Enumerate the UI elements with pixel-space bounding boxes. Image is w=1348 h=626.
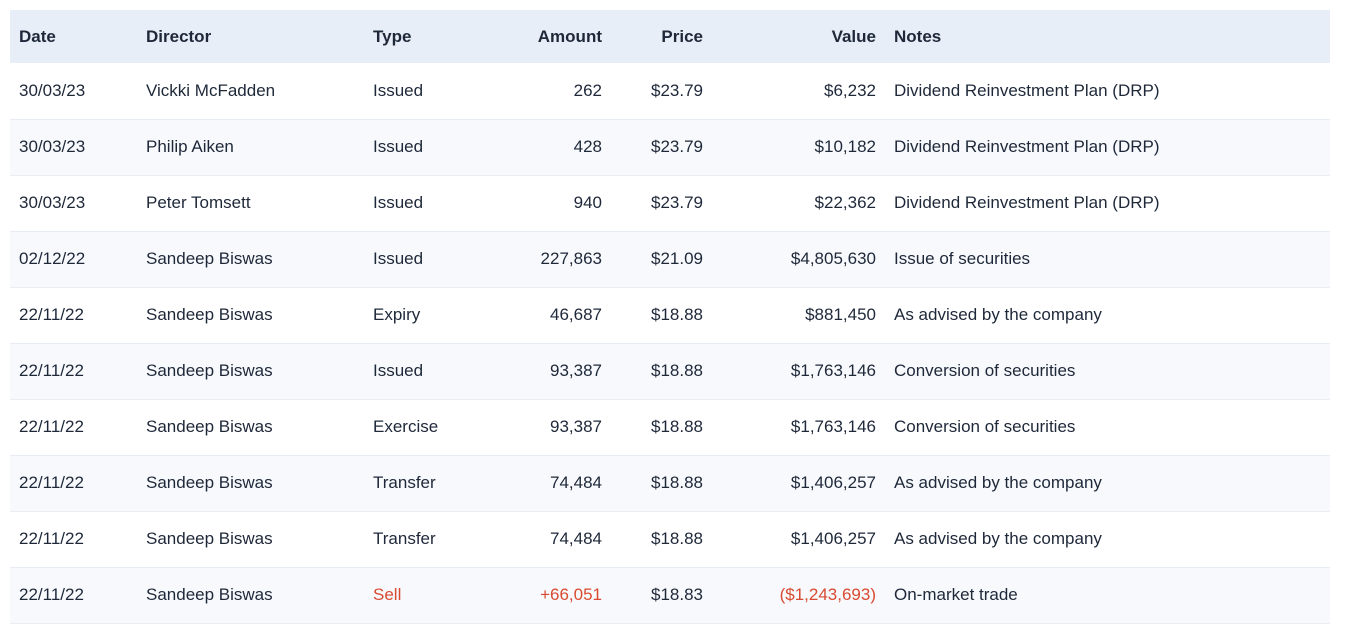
header-director: Director: [137, 10, 364, 63]
cell-value: $1,406,257: [712, 455, 885, 512]
cell-date: 22/11/22: [10, 399, 137, 456]
cell-value: $1,763,146: [712, 343, 885, 400]
cell-type: Issued: [364, 119, 474, 176]
cell-date: 22/11/22: [10, 511, 137, 568]
table-row: 30/03/23 Philip Aiken Issued 428 $23.79 …: [10, 119, 1330, 176]
cell-notes: On-market trade: [885, 567, 1330, 624]
table-row-sell: 22/11/22 Sandeep Biswas Sell +66,051 $18…: [10, 567, 1330, 624]
cell-date: 30/03/23: [10, 119, 137, 176]
cell-date: 30/03/23: [10, 63, 137, 120]
cell-value: $1,406,257: [712, 511, 885, 568]
cell-type: Issued: [364, 63, 474, 120]
cell-amount: 74,484: [474, 455, 611, 512]
table-row: 30/03/23 Peter Tomsett Issued 940 $23.79…: [10, 175, 1330, 232]
cell-director: Sandeep Biswas: [137, 455, 364, 512]
cell-date: 02/12/22: [10, 231, 137, 288]
header-value: Value: [712, 10, 885, 63]
cell-type: Transfer: [364, 455, 474, 512]
cell-price: $23.79: [611, 63, 712, 120]
cell-type: Transfer: [364, 511, 474, 568]
cell-director: Sandeep Biswas: [137, 231, 364, 288]
cell-type: Issued: [364, 231, 474, 288]
cell-value: $4,805,630: [712, 231, 885, 288]
cell-price: $18.88: [611, 343, 712, 400]
table-row: 22/11/22 Sandeep Biswas Issued 93,387 $1…: [10, 343, 1330, 400]
table-row: 22/11/22 Sandeep Biswas Transfer 74,484 …: [10, 455, 1330, 512]
cell-type: Issued: [364, 175, 474, 232]
header-date: Date: [10, 10, 137, 63]
cell-director: Sandeep Biswas: [137, 399, 364, 456]
cell-amount: 227,863: [474, 231, 611, 288]
cell-date: 30/03/23: [10, 175, 137, 232]
cell-price: $18.88: [611, 287, 712, 344]
table-row: 22/11/22 Sandeep Biswas Transfer 74,484 …: [10, 511, 1330, 568]
cell-type: Sell: [364, 567, 474, 624]
cell-notes: Dividend Reinvestment Plan (DRP): [885, 119, 1330, 176]
cell-date: 22/11/22: [10, 567, 137, 624]
table-row: 22/11/22 Sandeep Biswas Expiry 46,687 $1…: [10, 287, 1330, 344]
cell-value: $1,763,146: [712, 399, 885, 456]
cell-price: $18.88: [611, 511, 712, 568]
cell-notes: As advised by the company: [885, 511, 1330, 568]
cell-amount: 262: [474, 63, 611, 120]
cell-price: $21.09: [611, 231, 712, 288]
cell-notes: Issue of securities: [885, 231, 1330, 288]
cell-price: $18.83: [611, 567, 712, 624]
cell-amount: +66,051: [474, 567, 611, 624]
cell-date: 22/11/22: [10, 287, 137, 344]
cell-notes: Conversion of securities: [885, 399, 1330, 456]
header-amount: Amount: [474, 10, 611, 63]
table-header: Date Director Type Amount Price Value No…: [10, 10, 1330, 63]
header-type: Type: [364, 10, 474, 63]
cell-director: Sandeep Biswas: [137, 287, 364, 344]
cell-price: $18.88: [611, 455, 712, 512]
table-body: 30/03/23 Vickki McFadden Issued 262 $23.…: [10, 63, 1330, 624]
cell-notes: As advised by the company: [885, 287, 1330, 344]
cell-notes: Conversion of securities: [885, 343, 1330, 400]
cell-director: Sandeep Biswas: [137, 343, 364, 400]
cell-notes: Dividend Reinvestment Plan (DRP): [885, 63, 1330, 120]
cell-notes: Dividend Reinvestment Plan (DRP): [885, 175, 1330, 232]
cell-notes: As advised by the company: [885, 455, 1330, 512]
cell-value: ($1,243,693): [712, 567, 885, 624]
cell-date: 22/11/22: [10, 455, 137, 512]
cell-director: Philip Aiken: [137, 119, 364, 176]
cell-price: $18.88: [611, 399, 712, 456]
cell-amount: 46,687: [474, 287, 611, 344]
cell-value: $881,450: [712, 287, 885, 344]
cell-director: Sandeep Biswas: [137, 511, 364, 568]
table-row: 30/03/23 Vickki McFadden Issued 262 $23.…: [10, 63, 1330, 120]
header-row: Date Director Type Amount Price Value No…: [10, 10, 1330, 63]
cell-amount: 93,387: [474, 399, 611, 456]
cell-value: $10,182: [712, 119, 885, 176]
cell-type: Expiry: [364, 287, 474, 344]
cell-date: 22/11/22: [10, 343, 137, 400]
cell-amount: 940: [474, 175, 611, 232]
cell-value: $22,362: [712, 175, 885, 232]
cell-amount: 74,484: [474, 511, 611, 568]
cell-value: $6,232: [712, 63, 885, 120]
director-transactions-table: Date Director Type Amount Price Value No…: [10, 10, 1330, 624]
header-price: Price: [611, 10, 712, 63]
cell-type: Exercise: [364, 399, 474, 456]
cell-director: Sandeep Biswas: [137, 567, 364, 624]
cell-director: Peter Tomsett: [137, 175, 364, 232]
cell-price: $23.79: [611, 119, 712, 176]
cell-amount: 428: [474, 119, 611, 176]
cell-director: Vickki McFadden: [137, 63, 364, 120]
table-row: 22/11/22 Sandeep Biswas Exercise 93,387 …: [10, 399, 1330, 456]
cell-price: $23.79: [611, 175, 712, 232]
cell-amount: 93,387: [474, 343, 611, 400]
header-notes: Notes: [885, 10, 1330, 63]
cell-type: Issued: [364, 343, 474, 400]
table-row: 02/12/22 Sandeep Biswas Issued 227,863 $…: [10, 231, 1330, 288]
